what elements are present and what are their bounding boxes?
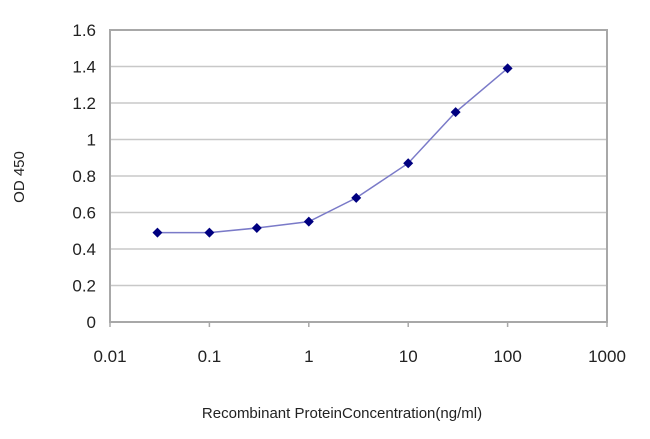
y-tick-label: 0.4 [72,240,96,259]
x-tick-label: 100 [493,347,521,366]
y-tick-label: 0 [87,313,96,332]
y-tick-label: 0.8 [72,167,96,186]
x-tick-label: 10 [399,347,418,366]
x-tick-label: 0.01 [93,347,126,366]
x-tick-label: 1 [304,347,313,366]
y-axis: 0 0.2 0.4 0.6 0.8 1 1.2 1.4 1.6 [72,21,96,332]
plot-frame [109,29,608,323]
data-point [403,158,414,169]
y-tick-label: 0.2 [72,277,96,296]
y-tick-label: 0.6 [72,204,96,223]
x-tick-label: 1000 [588,347,626,366]
x-axis-label: Recombinant ProteinConcentration(ng/ml) [202,405,482,422]
y-tick-label: 1.2 [72,94,96,113]
data-point [204,227,215,238]
x-axis: 0.01 0.1 1 10 100 1000 [93,322,626,366]
data-point [502,63,513,74]
data-point [251,223,262,234]
y-tick-label: 1 [87,131,96,150]
data-point [450,107,461,118]
series-markers [152,63,513,238]
series-line [157,67,509,234]
y-tick-label: 1.4 [72,58,96,77]
grid [110,65,607,287]
data-point [351,192,362,203]
data-point [152,227,163,238]
y-tick-label: 1.6 [72,21,96,40]
data-point [303,216,314,227]
y-axis-label: OD 450 [11,151,28,203]
x-tick-label: 0.1 [198,347,222,366]
